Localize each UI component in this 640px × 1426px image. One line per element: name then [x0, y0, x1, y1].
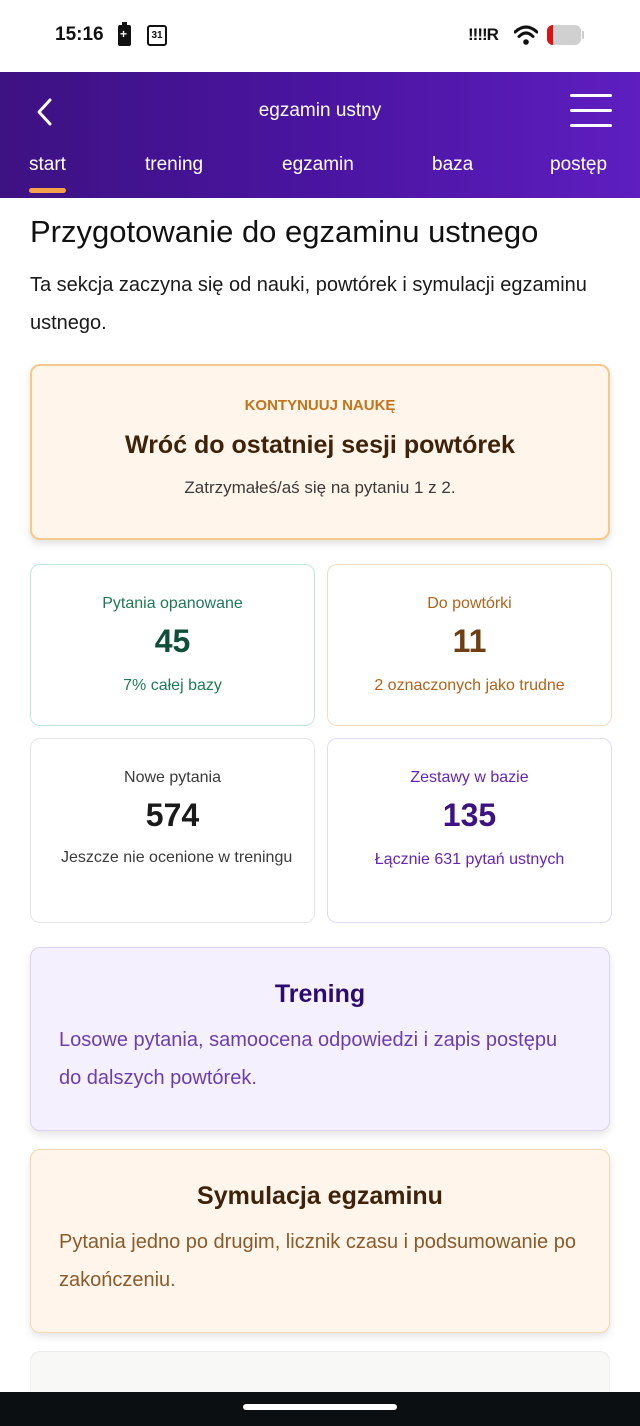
stat-value: 574 — [145, 797, 200, 833]
menu-button[interactable] — [570, 94, 612, 130]
main-content: Przygotowanie do egzaminu ustnego Ta sek… — [0, 212, 640, 1426]
app-bar: egzamin ustny start trening egzamin baza… — [0, 72, 640, 198]
stat-mastered[interactable]: Pytania opanowane 45 7% całej bazy — [30, 564, 315, 726]
chevron-left-icon — [37, 98, 52, 126]
stat-sub: 2 oznaczonych jako trudne — [374, 677, 565, 694]
stat-label: Pytania opanowane — [102, 595, 243, 612]
stat-to-review[interactable]: Do powtórki 11 2 oznaczonych jako trudne — [327, 564, 612, 726]
feature-title: Symulacja egzaminu — [197, 1182, 443, 1210]
stat-value: 11 — [452, 623, 487, 659]
tab-bar: start trening egzamin baza postęp — [0, 150, 640, 198]
stat-sub: Łącznie 631 pytań ustnych — [374, 851, 565, 868]
stat-label: Do powtórki — [427, 595, 512, 612]
stat-sub: Jeszcze nie ocenione w treningu — [61, 849, 293, 866]
training-card[interactable]: Trening Losowe pytania, samoocena odpowi… — [30, 947, 610, 1131]
continue-kicker: KONTYNUUJ NAUKĘ — [244, 397, 396, 414]
exam-simulation-card[interactable]: Symulacja egzaminu Pytania jedno po drug… — [30, 1149, 610, 1333]
tab-trening[interactable]: trening — [145, 154, 204, 175]
stat-label: Nowe pytania — [124, 769, 221, 786]
signal-icon: !!!!R — [468, 25, 499, 44]
continue-learning-card[interactable]: KONTYNUUJ NAUKĘ Wróć do ostatniej sesji … — [30, 364, 610, 540]
continue-subtitle: Zatrzymałeś/aś się na pytaniu 1 z 2. — [184, 478, 456, 497]
status-bar: 15:16 31 !!!!R — [0, 0, 640, 72]
app-title: egzamin ustny — [258, 100, 382, 121]
tab-egzamin[interactable]: egzamin — [282, 154, 354, 175]
continue-title: Wróć do ostatniej sesji powtórek — [125, 431, 515, 459]
battery-charging-icon — [118, 22, 131, 46]
stat-new-questions[interactable]: Nowe pytania 574 Jeszcze nie ocenione w … — [30, 738, 315, 923]
stat-value: 135 — [442, 797, 497, 833]
page-description: Ta sekcja zaczyna się od nauki, powtórek… — [30, 274, 587, 334]
tab-baza[interactable]: baza — [432, 154, 474, 175]
battery-tip — [582, 31, 584, 39]
wifi-icon — [514, 25, 538, 45]
stat-label: Zestawy w bazie — [410, 769, 529, 786]
tab-start[interactable]: start — [29, 154, 66, 193]
page-title: Przygotowanie do egzaminu ustnego — [30, 214, 539, 249]
calendar-icon: 31 — [147, 25, 167, 46]
back-button[interactable] — [30, 94, 60, 130]
stats-grid: Pytania opanowane 45 7% całej bazy Do po… — [30, 564, 612, 923]
battery-low-icon — [547, 25, 581, 45]
feature-description: Losowe pytania, samoocena odpowiedzi i z… — [59, 1029, 558, 1089]
feature-description: Pytania jedno po drugim, licznik czasu i… — [59, 1231, 576, 1291]
home-gesture-handle[interactable] — [243, 1404, 397, 1410]
stat-sub: 7% całej bazy — [123, 677, 222, 694]
status-time: 15:16 — [55, 24, 104, 45]
tab-postep[interactable]: postęp — [550, 154, 608, 175]
stat-sets-in-base[interactable]: Zestawy w bazie 135 Łącznie 631 pytań us… — [327, 738, 612, 923]
hamburger-menu-icon — [570, 94, 612, 97]
system-navigation-bar — [0, 1392, 640, 1426]
feature-title: Trening — [274, 980, 366, 1008]
stat-value: 45 — [154, 623, 191, 659]
